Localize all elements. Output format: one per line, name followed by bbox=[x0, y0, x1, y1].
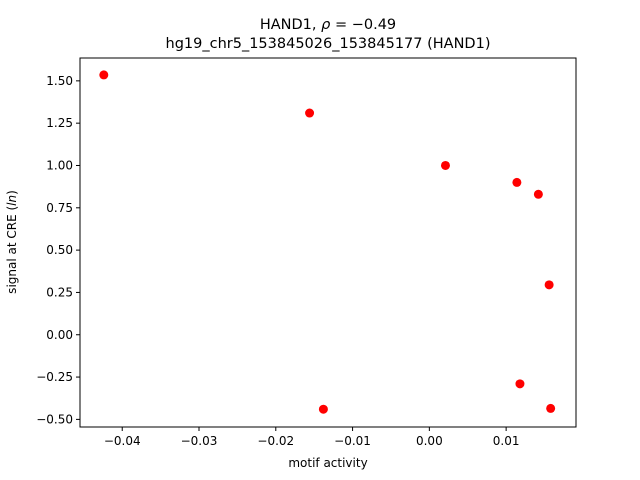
x-axis-ticks: −0.04 −0.03 −0.02 −0.01 0.00 0.01 bbox=[104, 427, 520, 448]
data-point bbox=[512, 177, 522, 187]
data-point bbox=[544, 280, 554, 290]
data-points bbox=[99, 70, 556, 414]
data-point bbox=[440, 160, 450, 170]
x-tick-label: −0.04 bbox=[104, 434, 141, 448]
y-axis-ticks: −0.50 −0.25 0.00 0.25 0.50 0.75 1.00 1.25 1.50 bbox=[36, 74, 80, 426]
x-tick-label: 0.01 bbox=[493, 434, 520, 448]
chart-title-line1: HAND1, ρ = −0.49 bbox=[260, 17, 396, 33]
data-point bbox=[515, 379, 525, 389]
x-tick-label: 0.00 bbox=[416, 434, 443, 448]
y-tick-label: 0.50 bbox=[46, 243, 73, 257]
axes-frame bbox=[79, 57, 577, 428]
y-tick-label: 1.00 bbox=[46, 158, 73, 172]
data-point bbox=[99, 70, 109, 80]
y-tick-label: 0.25 bbox=[46, 285, 73, 299]
chart-title-line2: hg19_chr5_153845026_153845177 (HAND1) bbox=[166, 36, 491, 52]
x-axis-label: motif activity bbox=[288, 456, 367, 470]
y-tick-label: 0.00 bbox=[46, 328, 73, 342]
data-point bbox=[305, 108, 315, 118]
y-tick-label: −0.25 bbox=[36, 370, 73, 384]
x-tick-label: −0.03 bbox=[181, 434, 218, 448]
x-tick-label: −0.01 bbox=[334, 434, 371, 448]
data-point bbox=[546, 403, 556, 413]
y-tick-label: 1.50 bbox=[46, 74, 73, 88]
x-tick-label: −0.02 bbox=[257, 434, 294, 448]
data-point bbox=[318, 404, 328, 414]
y-tick-label: 0.75 bbox=[46, 201, 73, 215]
y-tick-label: 1.25 bbox=[46, 116, 73, 130]
y-tick-label: −0.50 bbox=[36, 412, 73, 426]
data-point bbox=[533, 189, 543, 199]
y-axis-label: signal at CRE (ln) bbox=[5, 190, 19, 294]
plot-area bbox=[79, 57, 577, 428]
